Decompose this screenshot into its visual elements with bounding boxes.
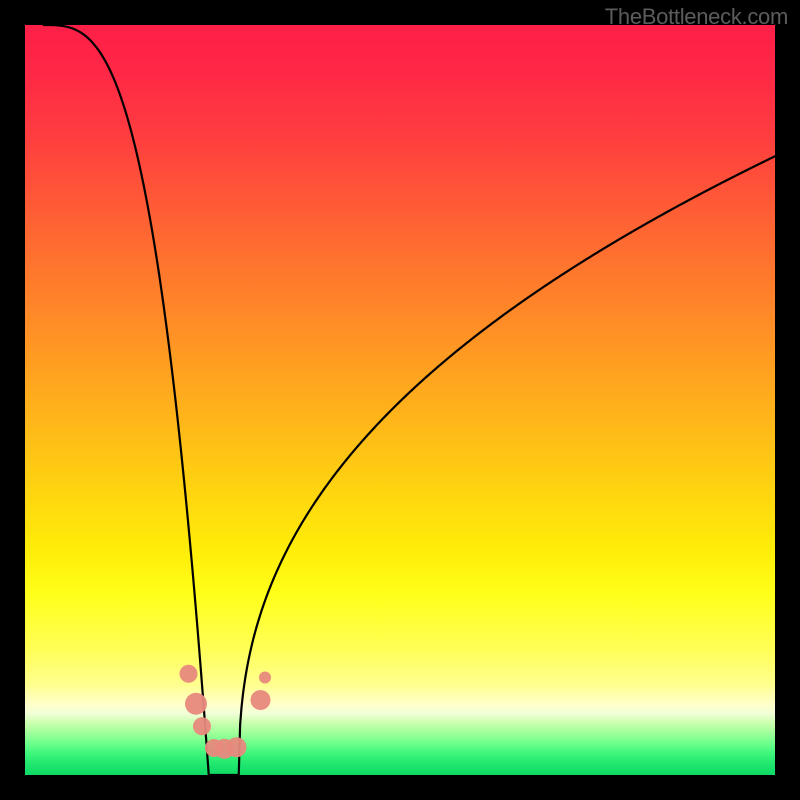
data-marker xyxy=(193,717,211,735)
data-marker xyxy=(259,672,271,684)
data-marker xyxy=(180,665,198,683)
data-marker xyxy=(185,693,207,715)
data-marker xyxy=(227,737,247,757)
bottleneck-curve xyxy=(44,25,775,775)
watermark-text: TheBottleneck.com xyxy=(605,4,788,30)
data-marker xyxy=(251,690,271,710)
curve-overlay xyxy=(0,0,800,800)
chart-container: TheBottleneck.com xyxy=(0,0,800,800)
